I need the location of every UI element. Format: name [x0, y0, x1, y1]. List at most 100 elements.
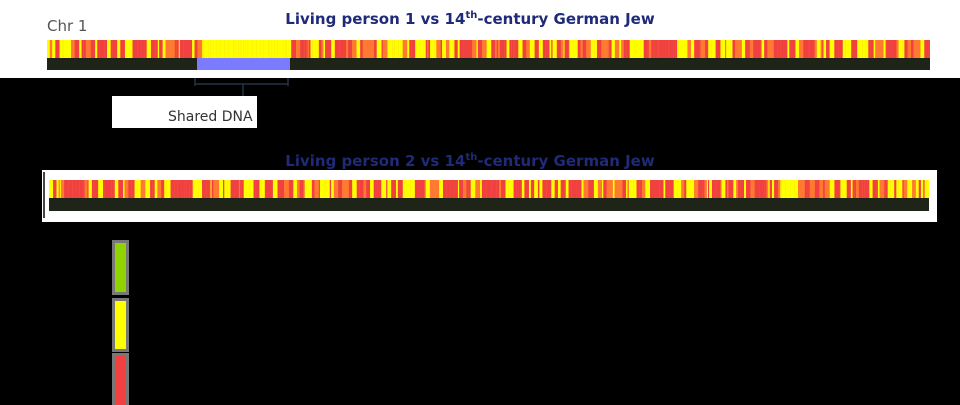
stripe — [329, 180, 332, 198]
stripe — [834, 40, 839, 58]
stripe — [220, 40, 225, 58]
stripe — [626, 180, 628, 198]
stripe — [904, 40, 908, 58]
stripe — [420, 180, 425, 198]
stripe — [509, 40, 512, 58]
legend-swatch-green — [115, 243, 126, 292]
stripe — [52, 40, 56, 58]
stripe — [767, 40, 771, 58]
stripe — [307, 40, 309, 58]
stripe — [189, 180, 193, 198]
stripe — [308, 180, 312, 198]
title-part: -century German Jew — [477, 10, 655, 28]
stripe — [883, 40, 886, 58]
stripe — [268, 40, 270, 58]
stripe — [665, 180, 670, 198]
stripe — [442, 40, 446, 58]
stripe — [733, 180, 737, 198]
stripe — [159, 40, 163, 58]
stripe — [356, 180, 360, 198]
stripe — [547, 40, 550, 58]
stripe — [834, 180, 840, 198]
stripe — [888, 40, 892, 58]
stripe — [365, 40, 370, 58]
stripe — [902, 180, 904, 198]
stripe — [887, 180, 891, 198]
stripe — [814, 40, 817, 58]
stripe — [47, 40, 49, 58]
stripe — [334, 40, 340, 58]
stripe — [747, 40, 750, 58]
stripe — [202, 180, 207, 198]
stripe — [387, 40, 393, 58]
stripe — [72, 180, 77, 198]
stripe — [224, 40, 229, 58]
stripe — [111, 180, 114, 198]
stripe — [884, 180, 886, 198]
stripe — [491, 180, 497, 198]
stripe — [549, 40, 552, 58]
stripe — [346, 40, 349, 58]
stripe — [457, 180, 460, 198]
stripe — [865, 40, 869, 58]
stripe — [219, 40, 221, 58]
stripe — [862, 40, 866, 58]
stripe — [178, 40, 180, 58]
stripe — [241, 180, 244, 198]
stripe — [499, 180, 502, 198]
stripe — [627, 180, 629, 198]
stripe — [513, 40, 515, 58]
stripe — [800, 180, 805, 198]
stripe — [150, 40, 156, 58]
stripe — [423, 40, 426, 58]
stripe — [176, 40, 179, 58]
stripe — [60, 180, 65, 198]
stripe — [269, 180, 273, 198]
stripe — [227, 180, 231, 198]
stripe — [876, 180, 878, 198]
stripe — [255, 180, 260, 198]
stripe — [690, 180, 695, 198]
stripe — [192, 180, 194, 198]
stripe — [621, 40, 624, 58]
stripe — [318, 40, 322, 58]
stripe — [839, 180, 841, 198]
stripe — [91, 180, 94, 198]
stripe — [140, 180, 146, 198]
stripe — [728, 180, 734, 198]
stripe — [896, 180, 899, 198]
stripe — [518, 40, 523, 58]
stripe — [482, 40, 487, 58]
stripe — [324, 180, 326, 198]
stripe — [339, 40, 343, 58]
stripe — [746, 180, 751, 198]
stripe — [759, 180, 765, 198]
stripe — [247, 40, 253, 58]
stripe — [814, 180, 820, 198]
stripe — [540, 40, 543, 58]
stripe — [609, 40, 612, 58]
stripe — [709, 180, 712, 198]
stripe — [621, 180, 623, 198]
stripe — [741, 40, 746, 58]
stripe — [397, 180, 403, 198]
stripe — [58, 180, 60, 198]
stripe — [518, 180, 522, 198]
stripe — [838, 40, 843, 58]
stripe — [869, 180, 873, 198]
stripe — [342, 180, 346, 198]
stripe — [486, 40, 492, 58]
stripe — [271, 40, 275, 58]
stripe — [773, 40, 778, 58]
stripe — [49, 40, 53, 58]
stripe — [677, 180, 682, 198]
stripe — [619, 180, 622, 198]
chromosome-stripes — [47, 40, 930, 58]
stripe — [699, 40, 701, 58]
stripe — [647, 180, 651, 198]
stripe — [526, 40, 530, 58]
stripe — [285, 40, 287, 58]
stripe — [677, 40, 679, 58]
stripe — [572, 180, 577, 198]
stripe — [333, 180, 339, 198]
